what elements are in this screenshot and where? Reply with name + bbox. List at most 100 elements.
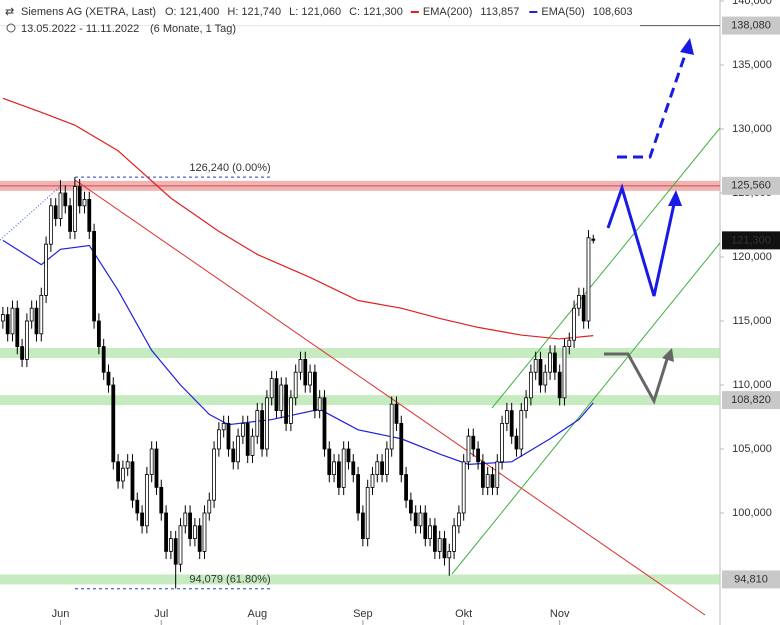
candle-body [183, 512, 188, 527]
x-tick-label: Jun [52, 608, 70, 620]
scenario-arrow-dashed [617, 51, 688, 159]
candle-body [514, 435, 519, 450]
candle-body [106, 371, 111, 386]
candle-body [284, 384, 288, 424]
candle-body [226, 422, 231, 450]
candle-body [591, 238, 596, 241]
candle-body [0, 314, 5, 322]
candle-body [581, 294, 586, 322]
candle-body [360, 512, 365, 539]
candle-body [82, 198, 87, 207]
candle-body [341, 448, 346, 488]
y-tick-label: 135,000 [732, 59, 772, 71]
candle-body [543, 371, 548, 386]
candle-body [164, 512, 168, 552]
candle-body [212, 448, 216, 501]
candle-body [322, 397, 327, 450]
legend-name: EMA(50) [541, 6, 584, 18]
candle-body [149, 448, 154, 475]
scenario-arrow-gray [604, 352, 670, 405]
candle-body [524, 397, 528, 411]
ema-line [2, 97, 594, 340]
candle-body [476, 448, 480, 463]
candle-body [586, 237, 591, 322]
candle-body [394, 403, 399, 424]
candle-body [346, 448, 351, 463]
candle-body [480, 461, 485, 488]
candle-body [68, 205, 72, 232]
candle-body [552, 352, 557, 373]
candle-body [370, 474, 375, 488]
arrowhead [680, 38, 694, 55]
fib-label: 126,240 (0.00%) [189, 162, 270, 174]
ohlc-name: H: [227, 6, 238, 18]
scenario-arrow-blue [606, 183, 676, 297]
candle-body [29, 307, 34, 322]
candle-body [5, 314, 10, 335]
candle-body [562, 346, 567, 399]
candle-body [495, 461, 500, 488]
last-price-box [722, 231, 780, 250]
candle-body [428, 525, 432, 539]
candle-body [116, 461, 120, 482]
channel-line-lower [451, 242, 721, 575]
candle-body [442, 538, 447, 559]
candle-body [48, 205, 53, 245]
candle-body [312, 371, 317, 411]
candle-body [255, 410, 260, 437]
candle-body [504, 410, 509, 424]
candle-body [528, 371, 533, 399]
candle-body [135, 499, 140, 514]
y-tick-label: 140,000 [732, 0, 772, 7]
candle-body [34, 307, 39, 335]
candle-body [423, 512, 428, 539]
candle-body [236, 435, 240, 463]
candle-body [140, 512, 144, 527]
candle-body [178, 525, 183, 565]
clock-icon [6, 23, 16, 33]
candle-body [130, 461, 135, 501]
y-tick-label: 130,000 [732, 123, 772, 135]
candle-body [53, 205, 58, 219]
legend-value: 108,603 [593, 6, 633, 18]
x-tick-label: Okt [455, 608, 472, 620]
chart-title: Siemens AG (XETRA, Last) [21, 6, 156, 18]
candle-body [408, 499, 413, 514]
candle-body [207, 499, 212, 514]
legend-value: 113,857 [480, 6, 519, 18]
candle-body [92, 230, 96, 322]
y-tick-label: 115,000 [733, 315, 772, 327]
price-box-label: 108,820 [731, 394, 771, 406]
candle-body [332, 461, 336, 475]
candle-body [557, 371, 562, 399]
date-range: 13.05.2022 - 11.11.2022 [21, 23, 139, 35]
x-tick-label: Aug [247, 608, 267, 620]
candle-body [197, 525, 202, 552]
candle-body [87, 198, 92, 232]
price-box-label: 138,080 [731, 19, 771, 31]
candle-body [144, 474, 149, 527]
candle-body [231, 448, 236, 463]
candle-body [260, 410, 264, 450]
price-box [722, 570, 780, 589]
candle-body [572, 307, 576, 341]
level-band [0, 395, 720, 406]
level-band [0, 574, 720, 585]
candle-body [576, 294, 581, 309]
candle-body [500, 422, 504, 463]
candle-body [327, 448, 332, 475]
channel-line-upper [491, 127, 721, 409]
candle-body [351, 461, 356, 475]
candle-body [77, 186, 82, 207]
candle-body [389, 403, 394, 450]
candle-body [437, 538, 442, 552]
candle-body [538, 358, 543, 386]
candle-body [125, 461, 130, 469]
candle-body [384, 448, 389, 475]
candle-body [471, 435, 476, 450]
price-box [722, 391, 780, 410]
period: (6 Monate, 1 Tag) [150, 23, 236, 35]
x-tick-label: Jul [154, 608, 168, 620]
